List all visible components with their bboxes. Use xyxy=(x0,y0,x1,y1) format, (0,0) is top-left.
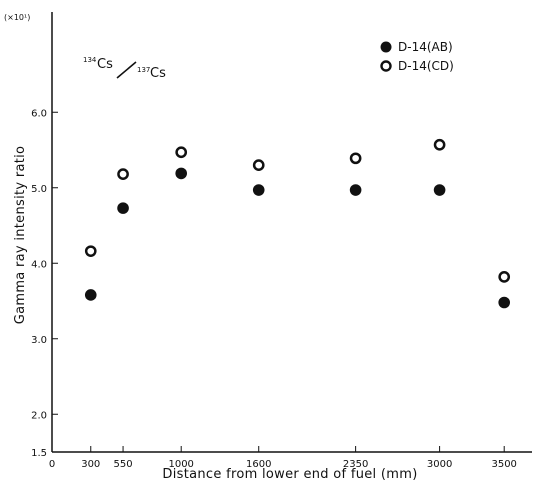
y-scale-note: (×10¹) xyxy=(4,13,30,22)
y-tick-label: 4.0 xyxy=(31,259,47,270)
ratio-iso2-mass: 137 xyxy=(137,66,150,74)
y-tick-label: 1.5 xyxy=(31,448,47,459)
data-point-ab xyxy=(175,167,187,180)
ratio-iso1-mass: 134 xyxy=(83,56,97,64)
x-axis-title: Distance from lower end of fuel (mm) xyxy=(162,467,417,482)
legend-marker-ab xyxy=(380,41,392,53)
x-tick-label: 1600 xyxy=(246,459,271,470)
data-point-ab xyxy=(349,184,362,196)
data-point-cd xyxy=(117,168,129,181)
x-tick-label: 3000 xyxy=(427,459,452,470)
ratio-iso1-element: Cs xyxy=(97,57,113,72)
y-tick-label: 3.0 xyxy=(31,335,47,346)
y-tick-label: 5.0 xyxy=(31,184,47,195)
ratio-iso2-element: Cs xyxy=(150,66,166,81)
data-points xyxy=(84,138,511,309)
ratio-slash xyxy=(116,61,137,79)
data-point-ab xyxy=(117,202,129,214)
x-tick-label: 1000 xyxy=(168,459,193,470)
y-axis-title: Gamma ray intensity ratio xyxy=(13,146,28,325)
legend-marker-cd xyxy=(380,60,392,72)
y-tick-label: 6.0 xyxy=(31,108,47,119)
x-ticks: 0 300 550 1000 1600 2350 3000 3500 xyxy=(49,446,517,470)
data-point-cd xyxy=(252,159,265,171)
legend-label-ab: D-14(AB) xyxy=(398,40,453,54)
data-point-ab xyxy=(498,296,511,309)
data-point-cd xyxy=(498,270,511,283)
legend: D-14(AB) D-14(CD) xyxy=(380,40,454,73)
legend-label-cd: D-14(CD) xyxy=(398,59,454,73)
x-tick-label: 550 xyxy=(114,459,133,470)
data-point-ab xyxy=(84,289,97,301)
x-tick-label: 2350 xyxy=(343,459,368,470)
ratio-label: 134 Cs 137 Cs xyxy=(83,56,166,81)
data-point-cd xyxy=(349,152,362,165)
data-point-cd xyxy=(433,138,446,151)
y-ticks: 1.5 2.0 3.0 4.0 5.0 6.0 xyxy=(31,108,58,459)
x-tick-label: 3500 xyxy=(491,459,516,470)
y-tick-label: 2.0 xyxy=(31,410,47,421)
x-tick-label: 300 xyxy=(81,459,100,470)
data-point-ab xyxy=(433,184,446,196)
x-tick-label: 0 xyxy=(49,459,55,470)
data-point-cd xyxy=(84,245,97,258)
data-point-ab xyxy=(252,184,265,196)
data-point-cd xyxy=(175,146,188,159)
